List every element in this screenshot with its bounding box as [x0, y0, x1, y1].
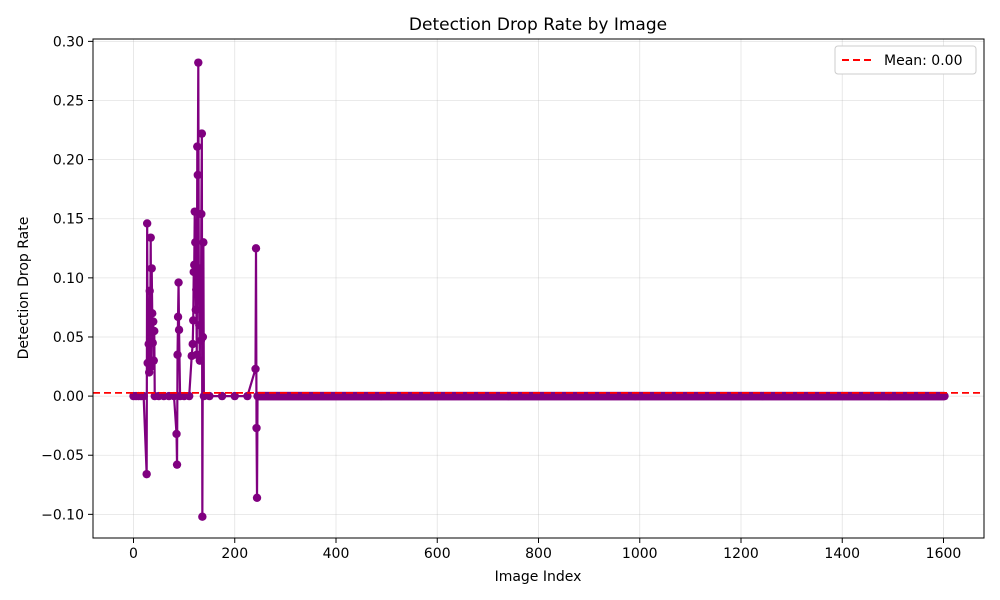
legend: Mean: 0.00: [834, 45, 977, 75]
x-axis: 0 200 400 600 800 1000 1200 1400 1600: [129, 538, 961, 562]
data-point: [149, 317, 158, 326]
data-point: [149, 356, 158, 365]
data-point: [174, 278, 183, 287]
data-point: [172, 460, 182, 469]
data-point: [189, 316, 198, 325]
x-tick-label: 1400: [824, 546, 860, 562]
x-tick-label: 200: [221, 546, 248, 562]
data-point: [195, 320, 204, 330]
data-point: [251, 364, 260, 374]
data-point: [147, 264, 156, 273]
y-tick-label: 0.30: [53, 34, 84, 50]
y-tick-label: −0.05: [41, 448, 84, 464]
data-point: [148, 309, 157, 318]
y-tick-label: −0.10: [41, 507, 84, 523]
data-point: [243, 391, 252, 401]
data-point: [184, 391, 194, 401]
x-tick-label: 0: [129, 546, 138, 562]
data-point: [194, 58, 203, 67]
data-point: [251, 244, 261, 253]
y-tick-label: 0.15: [53, 212, 84, 228]
series-group: [93, 58, 984, 521]
legend-mean-label: Mean: 0.00: [884, 53, 962, 69]
data-point: [940, 391, 949, 401]
data-point: [198, 512, 207, 521]
y-tick-label: 0.05: [53, 330, 84, 346]
data-point: [173, 350, 182, 359]
data-point: [146, 233, 155, 242]
data-point: [193, 142, 202, 151]
x-tick-label: 1200: [723, 546, 759, 562]
data-point: [190, 207, 199, 216]
data-point: [142, 469, 151, 479]
data-point: [192, 285, 201, 294]
data-point: [217, 391, 227, 401]
data-point: [195, 356, 205, 365]
plot-area: [93, 58, 984, 521]
x-tick-label: 1600: [926, 546, 962, 562]
legend-box: [834, 45, 977, 75]
y-axis-label: Detection Drop Rate: [16, 217, 32, 360]
data-point: [145, 286, 154, 296]
x-axis-label: Image Index: [495, 569, 582, 585]
chart-title: Detection Drop Rate by Image: [409, 15, 667, 35]
data-point: [198, 332, 208, 342]
data-point: [252, 493, 262, 502]
data-point: [188, 339, 197, 349]
y-tick-label: 0.10: [53, 271, 84, 287]
y-tick-label: 0.00: [53, 389, 84, 405]
data-point: [191, 305, 200, 314]
data-point: [230, 391, 239, 401]
y-tick-label: 0.20: [53, 153, 84, 169]
x-tick-label: 400: [323, 546, 350, 562]
data-point: [174, 325, 184, 335]
x-tick-label: 600: [424, 546, 451, 562]
data-point: [173, 312, 183, 322]
data-point: [205, 391, 214, 401]
data-point: [191, 238, 200, 247]
grid-lines: [93, 39, 984, 538]
data-point: [197, 209, 206, 219]
data-point: [252, 423, 261, 433]
data-point: [199, 238, 208, 247]
data-point: [196, 264, 205, 273]
data-point: [139, 391, 148, 401]
data-point: [190, 260, 199, 270]
data-point: [148, 338, 157, 348]
x-tick-label: 800: [525, 546, 552, 562]
y-axis: −0.10 −0.05 0.00 0.05 0.10 0.15 0.20 0.25 0.30: [41, 34, 93, 523]
data-point: [169, 391, 179, 401]
data-point: [172, 429, 181, 439]
data-point: [197, 129, 207, 138]
data-point: [150, 326, 159, 336]
x-tick-label: 1000: [622, 546, 658, 562]
data-point: [142, 219, 152, 228]
y-tick-label: 0.25: [53, 93, 84, 109]
data-point: [193, 170, 202, 180]
